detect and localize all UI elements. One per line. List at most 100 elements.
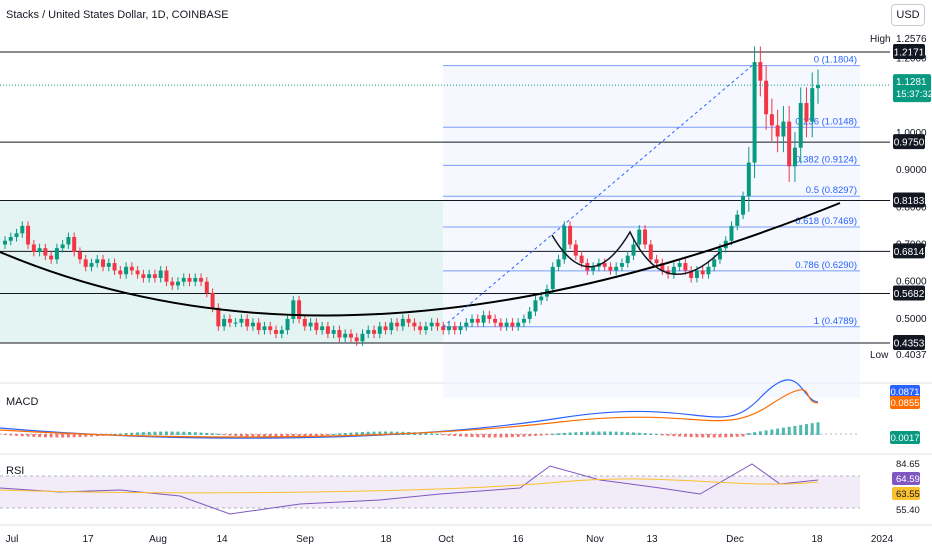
time-axis-tick: Dec — [726, 534, 744, 545]
candle-body — [31, 244, 36, 252]
price-axis-tick: 0.9000 — [896, 165, 927, 176]
level-tag-label: 0.8183 — [894, 196, 925, 207]
candle-body — [694, 270, 699, 278]
low-label: Low — [870, 350, 889, 361]
candle-body — [458, 326, 463, 331]
candle-body — [187, 277, 192, 282]
macd-histogram-bar — [430, 433, 434, 435]
candle-body — [533, 300, 538, 312]
candle-body — [360, 333, 365, 342]
rsi-value: 63.55 — [896, 489, 920, 500]
candle-body — [493, 318, 498, 323]
candle-body — [314, 322, 319, 331]
macd-histogram-bar — [660, 434, 664, 436]
candle-body — [8, 237, 13, 241]
candle-body — [769, 114, 774, 126]
macd-histogram-bar — [20, 434, 24, 437]
macd-histogram-bar — [637, 432, 641, 435]
candle-body — [689, 270, 694, 278]
currency-button[interactable]: USD — [891, 4, 925, 26]
macd-histogram-bar — [608, 431, 612, 435]
candle-body — [643, 229, 648, 245]
time-axis-tick: 18 — [380, 534, 392, 545]
candle-body — [95, 259, 100, 264]
candle-body — [14, 233, 19, 238]
macd-value: 0.0017 — [890, 433, 919, 444]
price-axis-tick: 0.8000 — [896, 202, 927, 213]
candle-body — [89, 263, 94, 267]
fib-level-label: 1 (0.4789) — [814, 316, 857, 327]
macd-histogram-bar — [314, 434, 318, 437]
candle-body — [274, 330, 278, 334]
macd-histogram-bar — [459, 434, 463, 437]
high-value: 1.2576 — [896, 34, 927, 45]
candle-body — [735, 214, 740, 226]
macd-value: 0.0855 — [890, 398, 919, 409]
macd-histogram-bar — [545, 434, 549, 436]
candle-body — [792, 147, 797, 167]
candle-body — [550, 266, 555, 290]
candle-body — [256, 322, 261, 331]
candle-body — [648, 244, 653, 260]
time-axis-tick: 13 — [646, 534, 658, 545]
candle-body — [591, 266, 596, 271]
level-tag-label: 1.2171 — [894, 48, 925, 59]
macd-histogram-bar — [533, 434, 537, 436]
candle-body — [429, 322, 434, 327]
macd-histogram-bar — [493, 434, 497, 438]
macd-histogram-bar — [55, 434, 59, 438]
candle-body — [72, 237, 77, 252]
macd-histogram-bar — [787, 426, 791, 435]
macd-histogram-bar — [389, 431, 393, 435]
price-axis-tick: 1.0000 — [896, 128, 927, 139]
macd-histogram-bar — [337, 433, 341, 435]
level-tag — [893, 134, 925, 150]
macd-histogram-bar — [280, 434, 284, 438]
candle-body — [712, 259, 717, 267]
macd-histogram-bar — [505, 434, 509, 438]
macd-histogram-bar — [712, 434, 716, 438]
cup-curve — [0, 202, 841, 317]
candle-body — [239, 318, 244, 323]
macd-histogram-bar — [453, 434, 457, 437]
macd-histogram-bar — [747, 433, 751, 435]
macd-histogram-bar — [476, 434, 480, 438]
macd-histogram-bar — [574, 432, 578, 435]
candle-body — [66, 237, 71, 245]
candle-body — [539, 296, 544, 301]
candle-body — [383, 326, 388, 331]
candle-body — [372, 330, 377, 334]
candle-body — [423, 326, 428, 331]
macd-histogram-bar — [643, 433, 647, 435]
macd-histogram-bar — [793, 425, 797, 435]
candle-body — [717, 248, 722, 260]
macd-histogram-bar — [15, 434, 19, 436]
macd-histogram-bar — [666, 434, 670, 436]
candle-body — [54, 248, 59, 260]
rsi-value: 84.65 — [896, 459, 920, 470]
candle-body — [26, 225, 31, 245]
candle-body — [556, 259, 561, 267]
macd-histogram-bar — [297, 434, 301, 437]
macd-histogram-bar — [516, 434, 520, 437]
macd-histogram-bar — [730, 434, 734, 438]
candle-body — [118, 270, 123, 275]
candle-body — [412, 322, 417, 327]
candle-body — [631, 244, 636, 256]
candle-body — [406, 318, 411, 323]
candle-body — [579, 255, 584, 264]
price-axis-tick: 0.6000 — [896, 277, 927, 288]
fib-level-label: 0 (1.1804) — [814, 55, 857, 66]
macd-histogram-bar — [234, 434, 238, 436]
candle-body — [527, 311, 532, 319]
candle-body — [366, 330, 371, 334]
price-axis-tick: 1.2000 — [896, 53, 927, 64]
macd-histogram-bar — [672, 434, 676, 437]
macd-histogram-bar — [683, 434, 687, 437]
macd-histogram-bar — [239, 434, 243, 437]
candle-body — [279, 330, 284, 334]
candle-body — [77, 251, 82, 260]
candle-body — [452, 326, 457, 331]
candle-body — [170, 281, 175, 286]
